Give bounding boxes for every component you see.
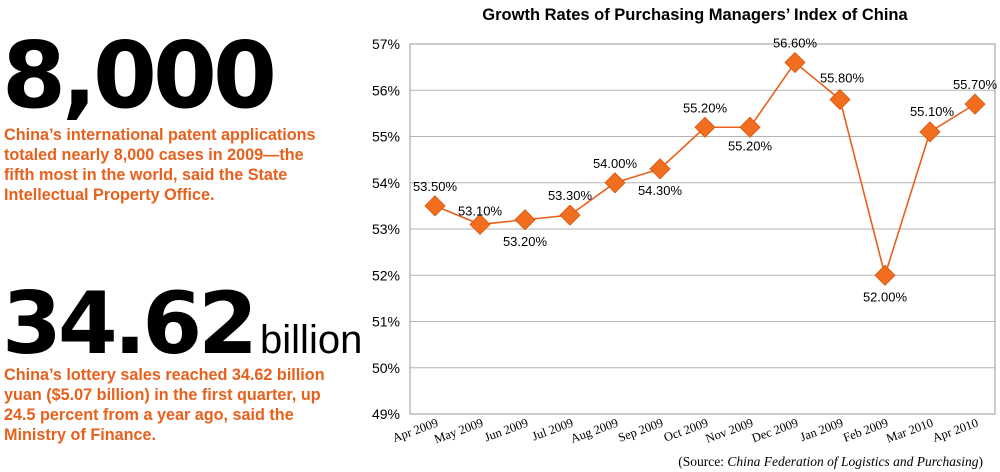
source-suffix: )	[979, 454, 984, 469]
x-tick-label: Sep 2009	[616, 416, 665, 445]
source-prefix: (Source:	[678, 454, 727, 469]
y-tick-label: 52%	[372, 267, 400, 283]
data-label: 55.80%	[820, 71, 865, 86]
grid-lines	[410, 89, 995, 369]
data-point-marker	[604, 172, 626, 194]
data-point-marker	[694, 116, 716, 138]
x-tick-label: Mar 2010	[884, 416, 935, 446]
y-tick-label: 54%	[372, 175, 400, 191]
patent-stat-description: China’s international patent application…	[4, 126, 316, 204]
data-point-marker	[874, 264, 896, 286]
data-label: 54.00%	[593, 156, 638, 171]
data-point-marker	[649, 158, 671, 180]
data-point-marker	[514, 209, 536, 231]
chart-source: (Source: China Federation of Logistics a…	[678, 454, 983, 469]
y-tick-label: 55%	[372, 129, 400, 145]
y-axis-ticks: 49% 50% 51% 52% 53% 54% 55% 56% 57%	[372, 36, 400, 422]
x-tick-label: Jul 2009	[530, 416, 575, 444]
x-tick-label: Nov 2009	[704, 416, 755, 446]
data-point-marker	[829, 88, 851, 111]
source-name: China Federation of Logistics and Purcha…	[727, 454, 978, 469]
y-tick-label: 50%	[372, 360, 400, 376]
x-tick-label: Dec 2009	[750, 416, 800, 446]
chart-title: Growth Rates of Purchasing Managers’ Ind…	[482, 6, 908, 24]
lottery-stat-unit: billion	[260, 318, 363, 362]
x-tick-label: Oct 2009	[662, 416, 710, 445]
y-tick-label: 57%	[372, 36, 400, 52]
data-label: 52.00%	[863, 289, 908, 304]
series-markers	[424, 51, 986, 286]
data-point-marker	[739, 116, 761, 138]
data-label: 53.50%	[413, 179, 458, 194]
data-label: 55.10%	[910, 104, 955, 119]
lottery-stat-value: 34.62	[2, 274, 258, 374]
data-point-marker	[964, 93, 986, 115]
y-tick-label: 51%	[372, 314, 400, 330]
x-tick-label: Feb 2009	[841, 416, 890, 445]
data-label: 55.20%	[728, 138, 773, 153]
x-tick-label: Apr 2010	[931, 416, 980, 445]
data-point-marker	[424, 195, 446, 217]
lottery-stat-number: 34.62 billion	[2, 281, 362, 367]
data-label: 55.20%	[683, 100, 728, 115]
x-tick-label: Aug 2009	[569, 416, 620, 446]
data-label: 53.20%	[503, 234, 548, 249]
x-tick-label: Jun 2009	[482, 416, 530, 445]
x-tick-label: Jan 2009	[798, 416, 845, 444]
data-label: 56.60%	[773, 36, 818, 51]
patent-stat-number: 8,000	[2, 22, 277, 129]
data-label: 53.30%	[548, 188, 593, 203]
data-label: 54.30%	[638, 183, 683, 198]
data-labels: 53.50%53.10% 53.20% 53.30% 54.00%54.30% 55.2…	[413, 36, 998, 305]
y-tick-label: 56%	[372, 82, 400, 98]
lottery-stat-description: China’s lottery sales reached 34.62 bill…	[4, 366, 325, 444]
data-point-marker	[784, 51, 806, 74]
plot-frame	[409, 43, 996, 415]
y-tick-label: 53%	[372, 221, 400, 237]
data-point-marker	[559, 204, 581, 226]
data-label: 53.10%	[458, 203, 503, 218]
y-tick-label: 49%	[372, 406, 400, 422]
x-tick-label: May 2009	[432, 416, 485, 447]
data-point-marker	[469, 213, 491, 235]
data-label: 55.70%	[953, 77, 998, 92]
data-point-marker	[919, 121, 941, 143]
